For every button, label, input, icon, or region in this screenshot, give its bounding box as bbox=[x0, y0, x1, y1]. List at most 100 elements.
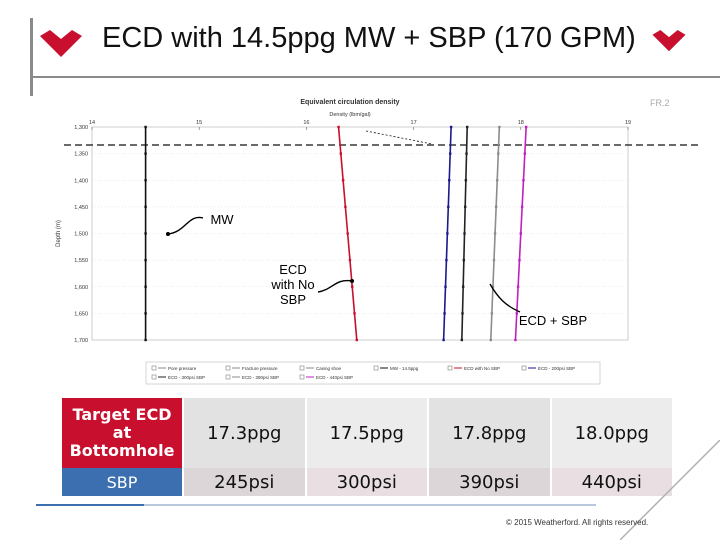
series-marker bbox=[461, 312, 464, 315]
legend-checkbox bbox=[521, 365, 527, 371]
series-marker bbox=[144, 152, 147, 155]
logo-mark-right bbox=[652, 30, 686, 52]
table-cell: 17.3ppg bbox=[182, 398, 307, 468]
legend-checkbox bbox=[151, 365, 157, 371]
series-marker bbox=[344, 205, 347, 209]
y-tick-label: 1,550 bbox=[74, 258, 88, 264]
table-cell: 17.5ppg bbox=[304, 398, 429, 468]
series-marker bbox=[522, 179, 525, 182]
x-tick-label: 14 bbox=[89, 120, 95, 126]
series-marker bbox=[463, 205, 467, 209]
row-header-sbp: SBP bbox=[62, 468, 183, 496]
series-marker bbox=[497, 152, 500, 155]
series-marker bbox=[518, 258, 521, 262]
series-marker bbox=[520, 205, 524, 209]
table-cell: 390psi bbox=[427, 468, 552, 496]
row-header-target-ecd: Target ECD at Bottomhole bbox=[62, 398, 183, 468]
table-row-sbp: SBP 245psi 300psi 390psi 440psi bbox=[62, 468, 674, 496]
table-cell: 440psi bbox=[549, 468, 674, 496]
series-marker bbox=[492, 258, 496, 262]
x-tick-label: 15 bbox=[196, 120, 202, 126]
series-marker bbox=[494, 205, 498, 209]
series-marker bbox=[519, 232, 522, 235]
weatherford-logo-right bbox=[652, 30, 686, 52]
x-tick-label: 18 bbox=[518, 120, 524, 126]
table-cell: 18.0ppg bbox=[549, 398, 674, 468]
series-marker bbox=[461, 285, 465, 288]
copyright-footer: © 2015 Weatherford. All rights reserved. bbox=[506, 518, 649, 527]
legend-entry: Fracture pressure bbox=[242, 366, 278, 371]
mw-pointer-dot bbox=[166, 232, 170, 236]
series-marker bbox=[337, 125, 340, 129]
no-sbp-pointer bbox=[317, 279, 353, 293]
legend-checkbox bbox=[299, 365, 305, 371]
legend-entry: Casing shoe bbox=[316, 366, 342, 371]
series-marker bbox=[448, 179, 451, 182]
corner-decoration bbox=[620, 440, 720, 540]
no-sbp-pointer-dot bbox=[350, 279, 354, 283]
title-left-rule bbox=[30, 18, 33, 96]
series-marker bbox=[445, 258, 448, 262]
series-marker bbox=[516, 285, 520, 288]
series-marker bbox=[144, 312, 147, 315]
series-marker bbox=[341, 179, 345, 182]
series-marker bbox=[491, 285, 495, 288]
series-marker bbox=[348, 258, 352, 262]
series-marker bbox=[515, 312, 518, 315]
x-tick-label: 17 bbox=[411, 120, 417, 126]
slide-title: ECD with 14.5ppg MW + SBP (170 GPM) bbox=[102, 22, 636, 54]
y-tick-label: 1,300 bbox=[74, 125, 88, 131]
series-marker bbox=[514, 338, 517, 342]
y-tick-label: 1,700 bbox=[74, 338, 88, 344]
legend-box bbox=[145, 361, 601, 385]
legend-checkbox bbox=[151, 374, 157, 380]
legend-entry: ECD - 200psi SBP bbox=[538, 366, 575, 371]
series-marker bbox=[442, 338, 445, 342]
annotation-ecd-no-sbp: ECD with No SBP bbox=[271, 262, 315, 307]
annotation-mw: MW bbox=[210, 212, 234, 227]
x-tick-label: 16 bbox=[303, 120, 309, 126]
ecd-chart: Equivalent circulation density Density (l… bbox=[56, 98, 698, 385]
series-marker bbox=[353, 312, 356, 315]
series-marker bbox=[346, 232, 349, 235]
ecd-sbp-pointer bbox=[489, 283, 521, 313]
legend-entry: ECD - 440psi SBP bbox=[316, 375, 353, 380]
series-marker bbox=[355, 338, 358, 342]
casing-shoe-pointer bbox=[365, 130, 433, 145]
y-tick-label: 1,500 bbox=[74, 232, 88, 238]
series-marker bbox=[144, 179, 147, 182]
legend-checkbox bbox=[225, 374, 231, 380]
table-cell: 17.8ppg bbox=[427, 398, 552, 468]
footer-rule-light bbox=[144, 504, 596, 506]
series-marker bbox=[144, 258, 147, 262]
table-row-ecd: Target ECD at Bottomhole 17.3ppg 17.5ppg… bbox=[62, 398, 674, 468]
series-marker bbox=[524, 125, 528, 129]
series-marker bbox=[449, 125, 453, 129]
results-table: Target ECD at Bottomhole 17.3ppg 17.5ppg… bbox=[62, 398, 674, 496]
series-marker bbox=[351, 285, 354, 288]
y-tick-label: 1,400 bbox=[74, 178, 88, 184]
legend-checkbox bbox=[299, 374, 305, 380]
series-marker bbox=[463, 232, 466, 235]
annotation-ecd-plus-sbp: ECD + SBP bbox=[518, 313, 588, 328]
legend-entry: ECD - 390psi SBP bbox=[242, 375, 279, 380]
y-tick-label: 1,450 bbox=[74, 205, 88, 211]
logo-mark-left bbox=[40, 30, 82, 57]
legend-entry: ECD with No SBP bbox=[464, 366, 500, 371]
legend-entry: ECD - 300psi SBP bbox=[168, 375, 205, 380]
series-marker bbox=[444, 285, 447, 288]
series-marker bbox=[464, 179, 468, 182]
series-marker bbox=[490, 312, 494, 315]
series-marker bbox=[144, 338, 147, 342]
series-marker bbox=[339, 152, 343, 155]
series-marker bbox=[448, 152, 452, 155]
series-marker bbox=[498, 125, 501, 129]
series-marker bbox=[466, 125, 469, 129]
series-marker bbox=[144, 205, 147, 209]
series-marker bbox=[443, 312, 446, 315]
chart-title: Equivalent circulation density bbox=[300, 99, 399, 106]
series-marker bbox=[465, 152, 468, 155]
y-tick-label: 1,650 bbox=[74, 311, 88, 317]
series-marker bbox=[489, 338, 492, 342]
series-marker bbox=[496, 179, 499, 182]
